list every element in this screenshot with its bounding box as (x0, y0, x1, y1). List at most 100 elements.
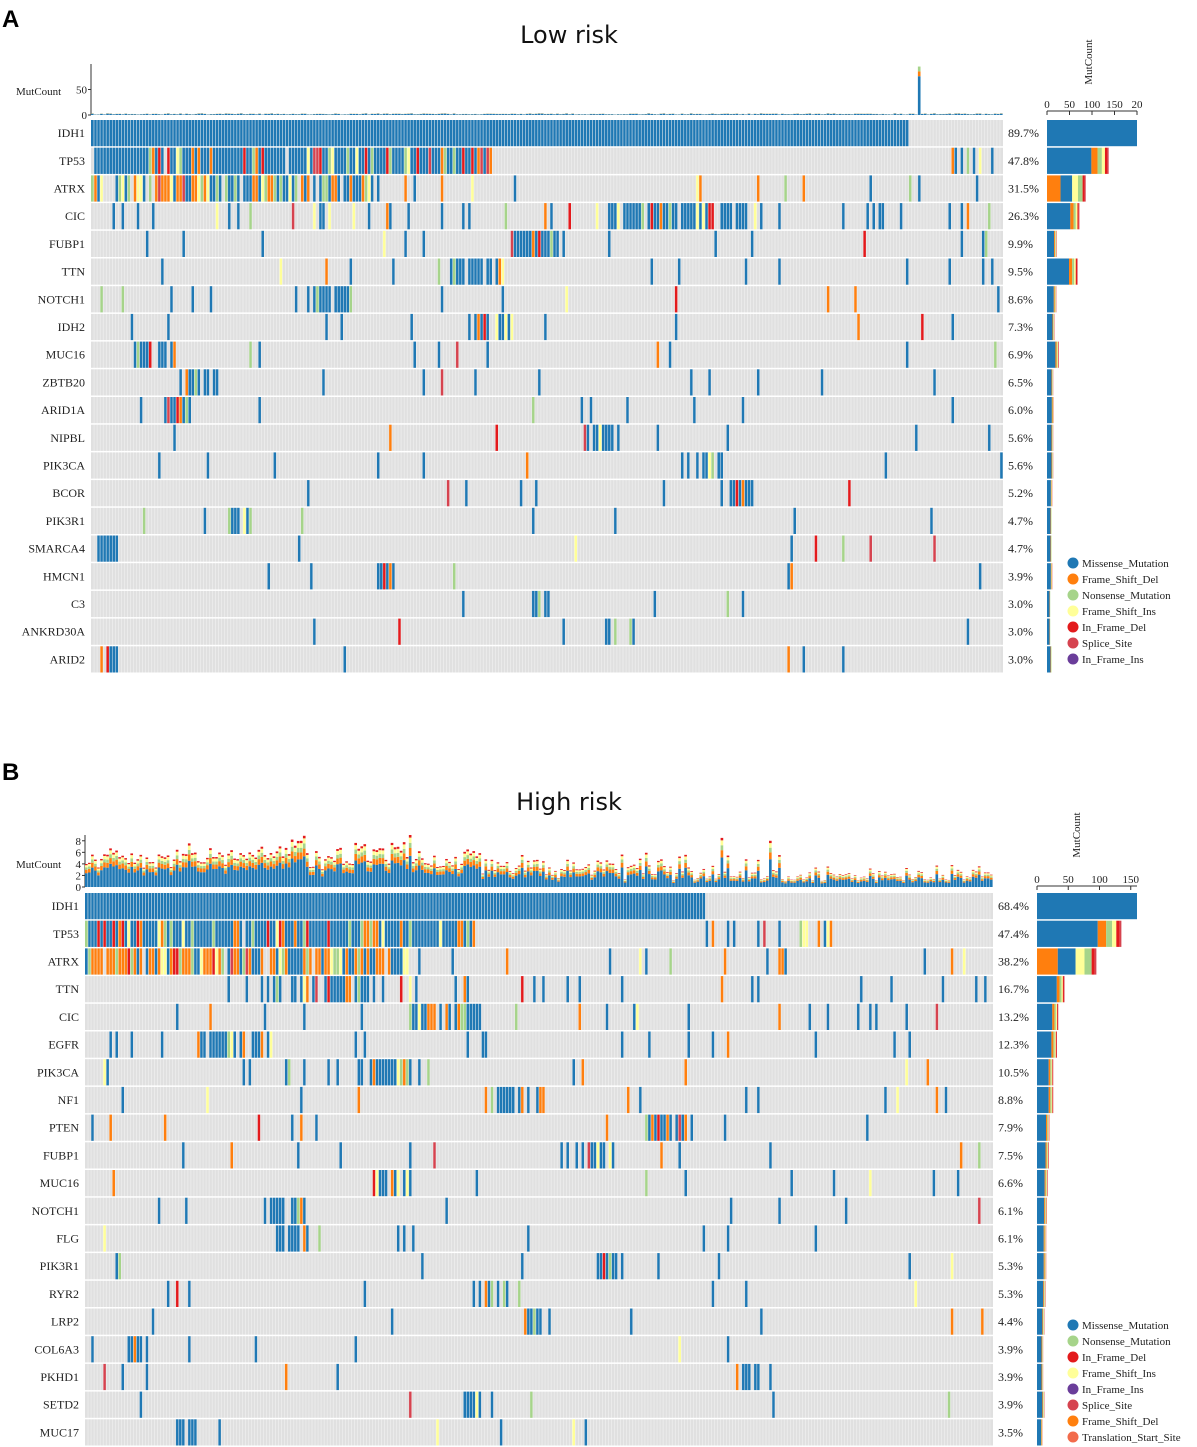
mutcount-bar-segment (184, 854, 188, 856)
mutation-cell (115, 1253, 118, 1280)
mutation-cell (308, 893, 312, 920)
gene-label-muc17: MUC17 (40, 1425, 79, 1439)
mutcount-bar-segment (560, 876, 563, 887)
gene-label-nf1: NF1 (58, 1093, 79, 1107)
mutation-cell (452, 120, 456, 147)
mutation-cell (175, 1419, 179, 1446)
mutcount-bar-segment (431, 114, 435, 115)
mutcount-bar-segment (930, 113, 933, 115)
mutcount-bar-segment (977, 869, 981, 872)
mutcount-bar-segment (666, 874, 669, 876)
mutcount-bar-segment (978, 113, 982, 115)
mutation-cell (175, 920, 179, 947)
mutation-cell (363, 1031, 367, 1058)
mutation-cell (446, 480, 450, 507)
mutation-cell (312, 920, 315, 947)
mutcount-bar-segment (702, 114, 705, 115)
mutcount-bar-segment (251, 856, 255, 860)
mutation-cell (236, 893, 240, 920)
mutcount-bar-segment (644, 114, 647, 115)
mutation-cell (273, 120, 277, 147)
mutation-cell (890, 120, 894, 147)
mutation-cell (517, 1280, 521, 1307)
mutcount-bar-segment (817, 875, 821, 878)
mutcount-bar-segment (920, 873, 923, 875)
mutation-cell (950, 948, 954, 975)
mutation-cell (905, 258, 909, 285)
mutcount-bar-segment (626, 872, 630, 876)
mutcount-bar-segment (629, 113, 632, 115)
mutcount-bar-segment (805, 113, 809, 115)
mutation-cell (890, 976, 893, 1003)
mutcount-bar-segment (163, 113, 167, 115)
mutation-cell (735, 203, 739, 230)
mutation-cell (130, 1031, 134, 1058)
mutcount-bar-segment (971, 870, 975, 873)
mutcount-bar-segment (404, 113, 407, 115)
mutation-cell (343, 175, 347, 202)
mutcount-bar-segment (267, 113, 270, 115)
mutation-cell (980, 1308, 984, 1335)
mutation-cell (726, 120, 730, 147)
panel-title-b: High risk (516, 788, 622, 816)
mutation-cell (580, 397, 584, 424)
mutcount-bar-segment (230, 113, 234, 115)
mutcount-bar-segment (121, 114, 125, 115)
mutation-cell (121, 286, 125, 313)
mutcount-bar-segment (838, 874, 842, 875)
mutation-cell (893, 120, 897, 147)
mutcount-bar-segment (708, 114, 711, 115)
mutcount-bar-segment (599, 863, 603, 867)
mutation-cell (427, 893, 430, 920)
mutcount-bar-segment (255, 114, 258, 115)
mutcount-bar-segment (808, 876, 811, 879)
mutation-cell (408, 1391, 412, 1418)
mutcount-bar-segment (439, 874, 442, 887)
mutcount-bar-segment (115, 114, 118, 115)
mutation-cell (215, 948, 218, 975)
mutation-cell (481, 1031, 485, 1058)
mutation-cell (610, 203, 614, 230)
mutation-cell (355, 120, 359, 147)
mutation-cell (170, 147, 173, 174)
mutcount-bar-segment (802, 880, 805, 882)
mutcount-bar-segment (206, 869, 209, 887)
mutcount-bar-segment (941, 879, 945, 887)
mutcount-bar-segment (657, 862, 660, 865)
mutation-cell (218, 120, 222, 147)
mutcount-bar-segment (336, 854, 339, 859)
mutcount-bar-segment (487, 869, 491, 871)
mutation-cell (312, 175, 316, 202)
mutation-cell (735, 480, 739, 507)
mutation-cell (112, 203, 116, 230)
mutcount-bar-segment (139, 867, 143, 887)
mutcount-bar-segment (660, 860, 663, 864)
mutation-cell (510, 313, 514, 341)
mutation-cell (458, 147, 462, 174)
mutcount-bar-segment (539, 871, 542, 874)
mutation-cell (200, 893, 203, 920)
mutation-cell (427, 920, 430, 947)
mutcount-bar-segment (446, 113, 450, 115)
mutcount-bar-segment (272, 857, 276, 861)
mutcount-bar-segment (278, 852, 282, 857)
mutation-cell (267, 120, 271, 147)
mutcount-bar-segment (484, 860, 488, 864)
mutation-cell (678, 1142, 681, 1169)
mutcount-bar-segment (542, 861, 545, 863)
mutcount-bar-segment (148, 863, 152, 866)
mutcount-bar-segment (811, 882, 815, 887)
mutcount-bar-segment (433, 863, 436, 869)
mutcount-bar-segment (516, 114, 520, 115)
mutation-cell (166, 893, 170, 920)
mutation-cell (417, 1059, 421, 1086)
mutcount-bar-segment (590, 877, 594, 880)
mutcount-bar-segment (417, 851, 421, 854)
mutcount-bar-segment (699, 876, 703, 879)
mutcount-bar-segment (974, 877, 978, 887)
mutation-cell (249, 507, 252, 534)
mutcount-bar-segment (560, 873, 563, 877)
mutation-cell (669, 1114, 672, 1141)
mutation-cell (805, 920, 809, 947)
mutcount-bar-segment (236, 870, 239, 887)
